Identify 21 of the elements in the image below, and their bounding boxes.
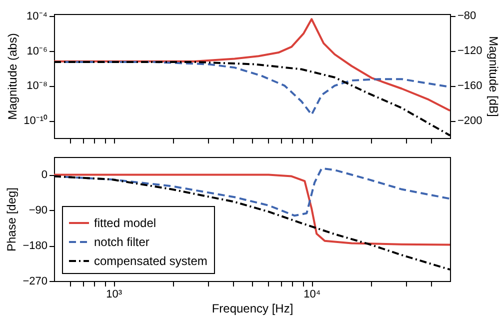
y-axis-title: Phase [deg] bbox=[4, 187, 19, 252]
y-tick-label: 10⁻⁴ bbox=[26, 10, 48, 22]
y-tick-label: 0 bbox=[41, 169, 48, 182]
y2-tick-label: −80 bbox=[458, 10, 476, 22]
y-tick-label: −180 bbox=[22, 240, 48, 252]
legend-label: compensated system bbox=[94, 254, 208, 268]
y2-tick-label: −200 bbox=[458, 115, 482, 128]
y-tick-label: −270 bbox=[22, 276, 48, 288]
x-axis-title: Frequency [Hz] bbox=[212, 302, 294, 316]
y-tick-label: 10⁻⁶ bbox=[26, 45, 48, 58]
legend-label: fitted model bbox=[94, 216, 156, 230]
y2-tick-label: −160 bbox=[458, 80, 482, 92]
y-axis-title: Magnitude (abs) bbox=[6, 33, 20, 120]
y-tick-label: 10⁻⁸ bbox=[26, 80, 48, 92]
x-tick-label: 10⁴ bbox=[304, 288, 321, 300]
y-tick-label: 10⁻¹⁰ bbox=[24, 114, 48, 128]
legend-label: notch filter bbox=[94, 235, 150, 249]
y2-tick-label: −120 bbox=[458, 45, 482, 58]
x-tick-label: 10³ bbox=[106, 288, 122, 300]
y2-axis-title: Magnitude [dB] bbox=[486, 36, 499, 117]
y-tick-label: −90 bbox=[28, 204, 48, 217]
